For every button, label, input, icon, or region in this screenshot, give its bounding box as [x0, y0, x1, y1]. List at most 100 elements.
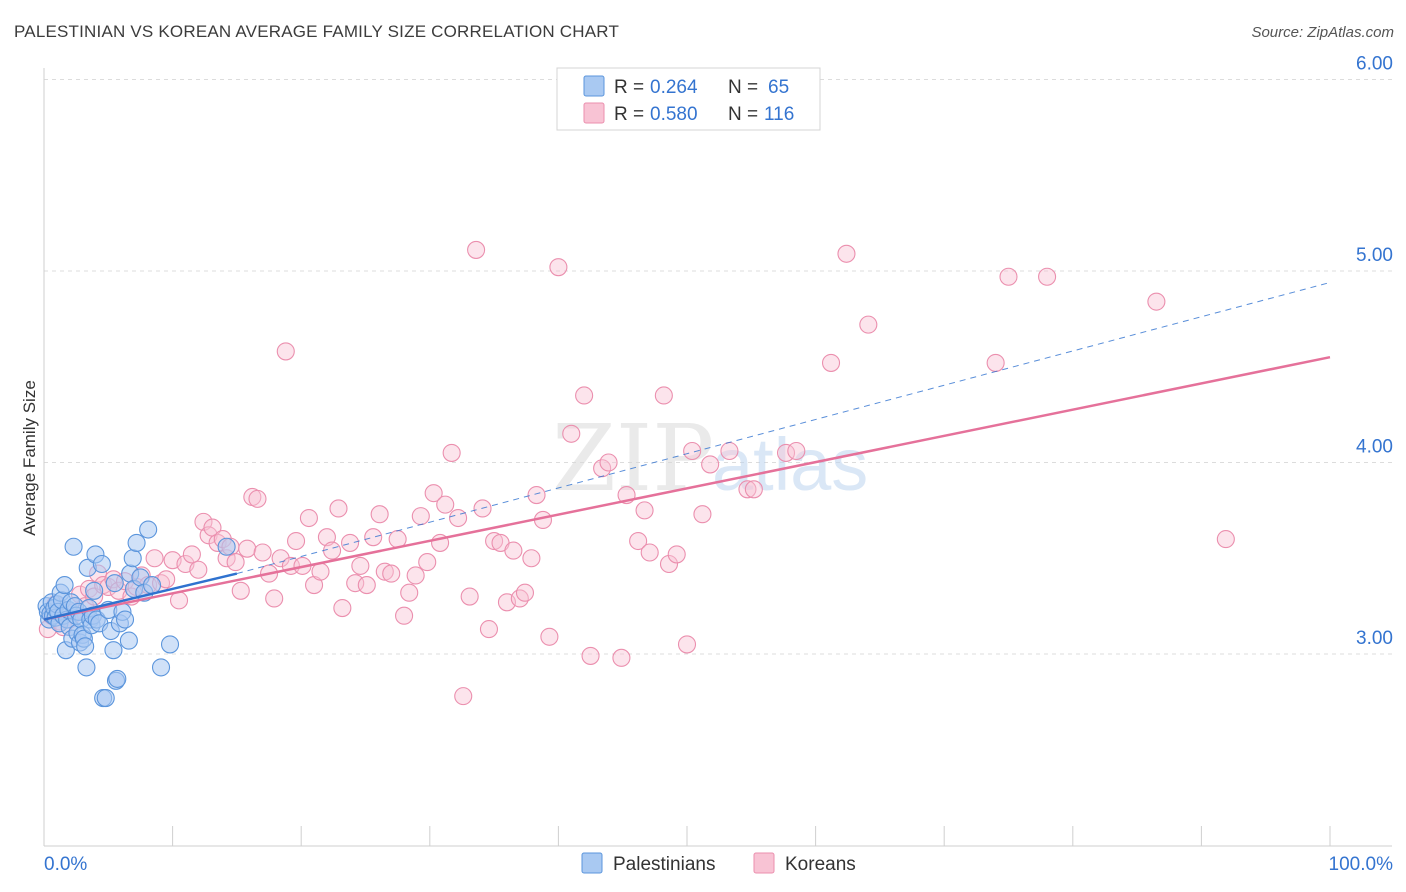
data-point-korean: [265, 589, 284, 608]
legend-r-value-2: 0.580: [650, 104, 698, 125]
data-point-korean: [182, 545, 201, 564]
data-point-korean: [442, 443, 461, 462]
data-point-korean: [1147, 292, 1166, 311]
data-point-korean: [635, 501, 654, 520]
bottom-legend-label-palestinians: Palestinians: [613, 854, 715, 875]
data-point-palestinian: [139, 520, 158, 539]
data-point-korean: [659, 554, 679, 574]
data-point-korean: [683, 441, 702, 461]
data-point-palestinian: [76, 637, 95, 656]
data-point-korean: [351, 556, 370, 575]
data-point-korean: [549, 258, 568, 277]
data-point-palestinian: [92, 554, 111, 574]
palestinian-points: [37, 520, 236, 708]
legend-n-value-1: 65: [768, 77, 789, 98]
legend-r-label-1: R =: [614, 77, 644, 98]
legend-n-value-2: 116: [764, 104, 794, 125]
data-point-korean: [986, 353, 1005, 372]
korean-points: [38, 240, 1235, 706]
data-point-korean: [562, 424, 581, 443]
data-point-korean: [744, 480, 763, 499]
y-tick-label: 4.00: [1356, 437, 1393, 458]
data-point-korean: [612, 648, 631, 667]
data-point-korean: [357, 576, 376, 595]
data-point-korean: [395, 606, 414, 625]
data-point-korean: [299, 508, 318, 528]
data-point-korean: [479, 620, 499, 639]
data-point-korean: [323, 541, 342, 560]
bottom-legend-swatch-koreans: [753, 852, 775, 874]
data-point-korean: [654, 386, 673, 405]
data-point-korean: [276, 342, 295, 361]
data-point-palestinian: [160, 635, 180, 654]
legend-r-value-1: 0.264: [650, 77, 698, 98]
data-point-korean: [1216, 530, 1235, 549]
trend-line-palestinians-extended: [236, 282, 1331, 575]
data-point-palestinian: [85, 581, 104, 600]
data-point-korean: [581, 646, 600, 665]
source-label: Source: ZipAtlas.com: [1251, 24, 1394, 41]
data-point-korean: [640, 543, 659, 562]
data-point-korean: [510, 589, 529, 608]
data-point-palestinian: [104, 641, 123, 660]
bottom-legend-swatch-palestinians: [581, 852, 603, 874]
data-point-korean: [540, 627, 559, 646]
data-point-palestinian: [96, 688, 115, 708]
data-point-korean: [837, 244, 856, 263]
data-point-palestinian: [108, 669, 127, 688]
data-point-korean: [821, 353, 841, 372]
data-point-korean: [522, 549, 541, 568]
y-tick-label: 5.00: [1356, 245, 1393, 266]
data-point-korean: [382, 564, 401, 583]
data-point-korean: [271, 549, 290, 568]
data-point-korean: [738, 480, 757, 499]
trend-line-koreans: [43, 355, 1331, 621]
data-point-korean: [720, 441, 739, 461]
data-point-palestinian: [127, 533, 146, 552]
data-point-korean: [1038, 267, 1057, 286]
data-point-korean: [287, 531, 306, 551]
data-point-korean: [311, 562, 330, 581]
y-tick-labels: 3.00 4.00 5.00 6.00: [1356, 54, 1393, 650]
x-tick-label: 0.0%: [44, 854, 87, 875]
data-point-korean: [375, 562, 394, 581]
data-point-korean: [460, 587, 479, 606]
watermark-atlas: atlas: [712, 423, 868, 506]
data-point-korean: [370, 505, 389, 524]
data-point-palestinian: [151, 658, 171, 677]
data-point-korean: [485, 531, 504, 551]
data-point-korean: [701, 455, 720, 474]
data-point-korean: [329, 499, 348, 518]
data-point-korean: [527, 486, 546, 505]
legend: R = 0.264 N = 65 R = 0.580 N = 116: [556, 67, 821, 131]
data-point-korean: [317, 528, 336, 547]
data-point-korean: [400, 583, 419, 602]
data-point-korean: [253, 543, 272, 562]
x-tick-labels: 0.0% 100.0%: [44, 854, 1393, 875]
data-point-palestinian: [142, 576, 162, 595]
data-point-korean: [677, 635, 697, 654]
data-point-korean: [629, 531, 648, 551]
y-tick-label: 3.00: [1356, 628, 1393, 649]
data-point-korean: [449, 508, 468, 528]
data-point-korean: [238, 539, 257, 558]
data-point-korean: [364, 528, 383, 547]
chart-title: PALESTINIAN VS KOREAN AVERAGE FAMILY SIZ…: [14, 22, 620, 41]
data-point-korean: [667, 545, 686, 564]
data-point-korean: [411, 507, 430, 526]
data-point-palestinian: [77, 658, 96, 677]
data-point-korean: [406, 566, 425, 585]
data-point-korean: [145, 549, 164, 568]
data-point-korean: [599, 453, 618, 472]
data-point-palestinian: [105, 574, 124, 593]
bottom-legend: Palestinians Koreans: [581, 852, 856, 875]
data-point-palestinian: [123, 549, 142, 568]
trend-line-palestinians: [43, 572, 238, 621]
data-point-korean: [787, 441, 806, 461]
legend-r-label-2: R =: [614, 104, 644, 125]
trend-lines: [43, 282, 1331, 621]
data-point-korean: [424, 484, 443, 503]
data-point-korean: [231, 581, 250, 600]
data-point-korean: [575, 386, 594, 405]
